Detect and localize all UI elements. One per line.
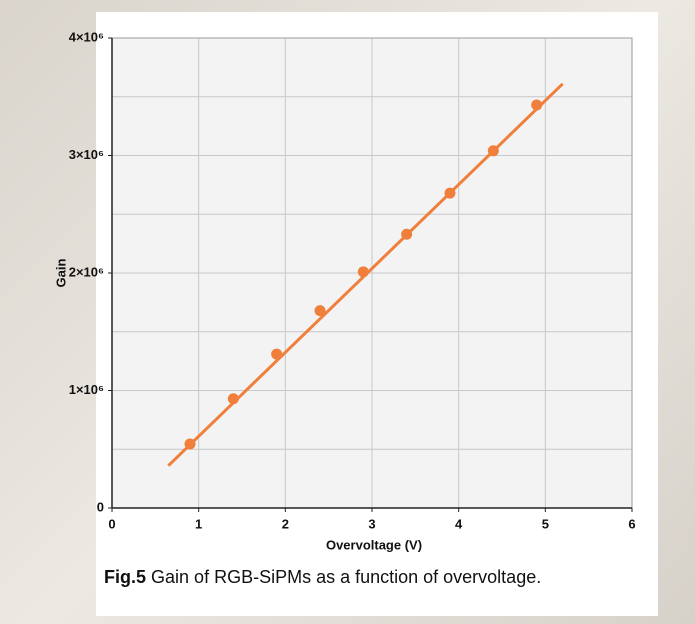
- y-tick-label: 1×10⁶: [69, 382, 104, 397]
- caption-label: Fig.5: [104, 567, 146, 587]
- caption: Fig.5 Gain of RGB-SiPMs as a function of…: [104, 567, 541, 587]
- y-tick-label: 3×10⁶: [69, 147, 104, 162]
- data-point: [227, 393, 239, 405]
- x-tick-label: 0: [108, 516, 115, 531]
- x-tick-label: 6: [628, 516, 635, 531]
- y-tick-label: 2×10⁶: [69, 264, 104, 279]
- data-point: [271, 348, 283, 360]
- data-point: [184, 438, 196, 450]
- data-point: [444, 187, 456, 199]
- x-tick-label: 5: [542, 516, 549, 531]
- data-point: [487, 145, 499, 157]
- data-point: [357, 266, 369, 278]
- y-axis-label: Gain: [53, 258, 68, 287]
- y-tick-label: 0: [97, 499, 104, 514]
- y-tick-label: 4×10⁶: [69, 29, 104, 44]
- data-point: [314, 305, 326, 317]
- x-tick-label: 4: [455, 516, 463, 531]
- caption-text: Gain of RGB-SiPMs as a function of overv…: [151, 567, 541, 587]
- x-tick-label: 3: [368, 516, 375, 531]
- x-tick-label: 1: [195, 516, 202, 531]
- x-axis-label: Overvoltage (V): [326, 537, 422, 552]
- data-point: [531, 99, 543, 111]
- data-point: [401, 228, 413, 240]
- x-tick-label: 2: [282, 516, 289, 531]
